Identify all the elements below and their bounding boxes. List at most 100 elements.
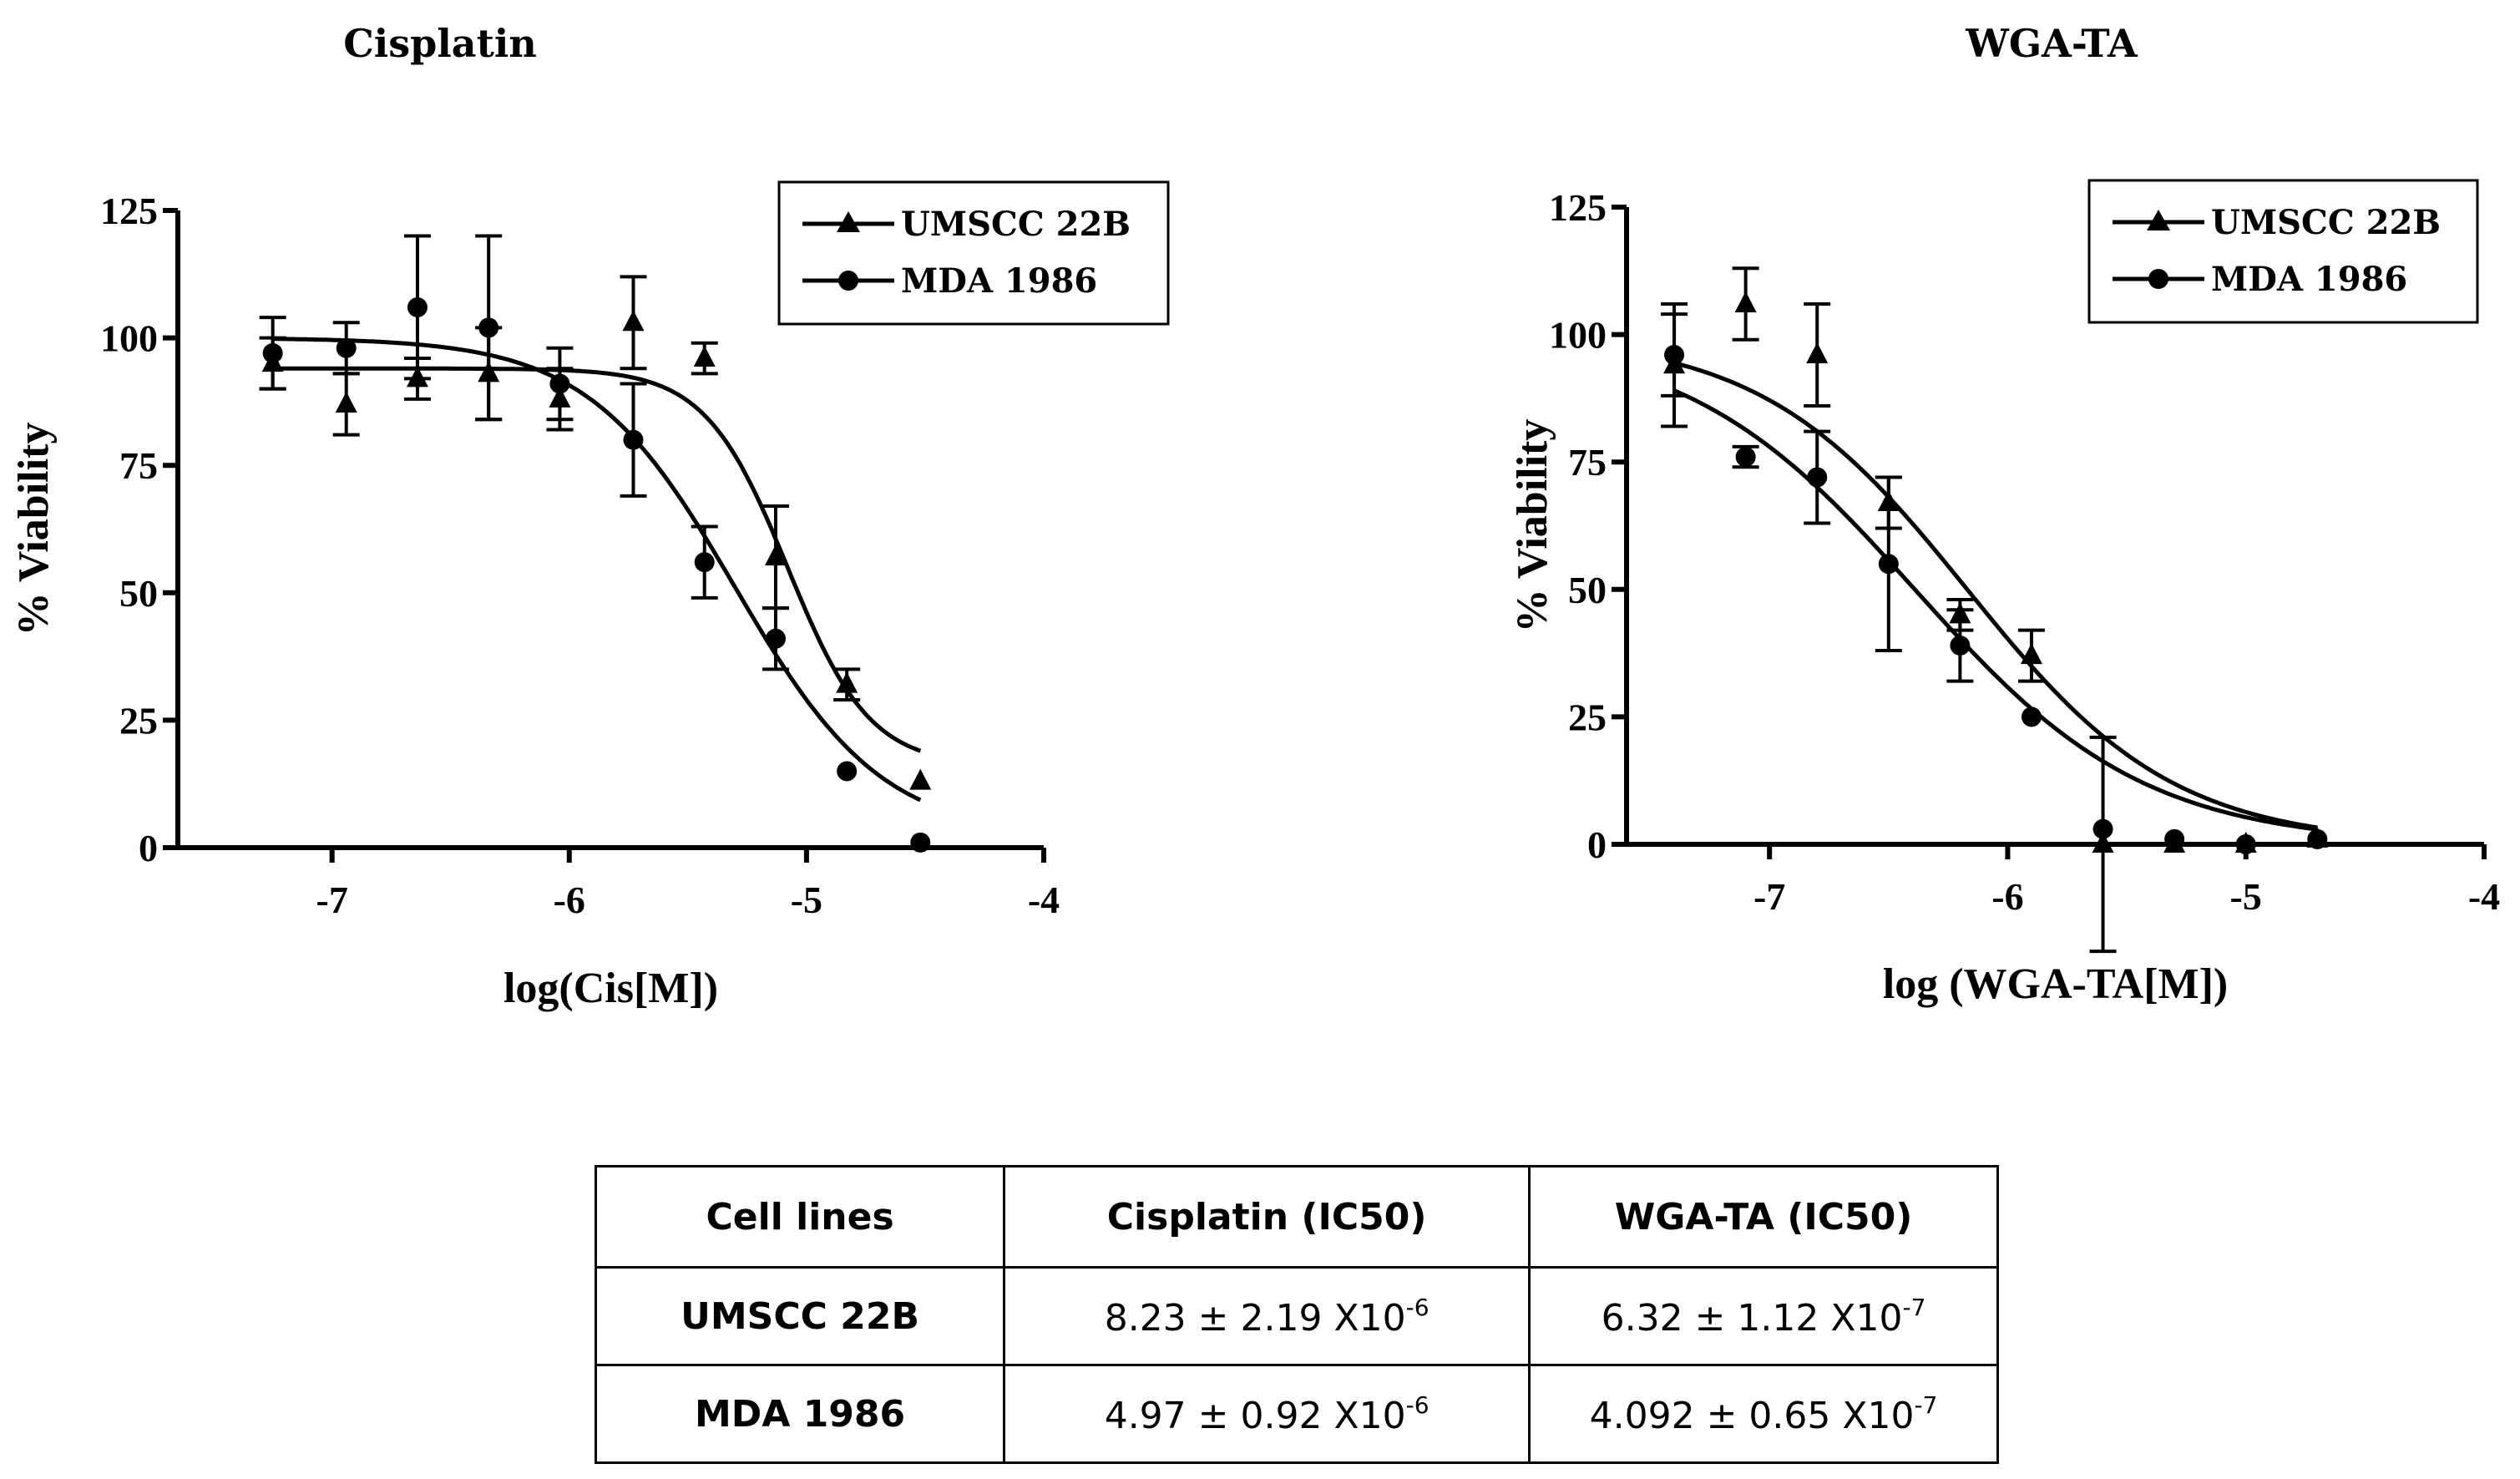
legend-marker-triangle [837, 211, 860, 232]
legend-label: UMSCC 22B [901, 205, 1131, 244]
table-header-row: Cell lines Cisplatin (IC50) WGA-TA (IC50… [594, 1165, 1999, 1269]
x-tick-label: -7 [316, 879, 348, 921]
x-tick-label: -5 [2230, 875, 2262, 918]
series-circle [259, 234, 931, 853]
series-circle [1661, 312, 2328, 854]
y-tick-label: 0 [139, 827, 158, 869]
fit-curve [1673, 361, 2318, 830]
ic50-value: 8.23 ± 2.19 X10 [1104, 1296, 1406, 1340]
ic50-exponent: -7 [1902, 1293, 1926, 1321]
table-header-cell-lines: Cell lines [594, 1165, 1006, 1269]
cisplatin-chart: Cisplatin 0 25 50 75 100 125 -7 -6 -5 -4 log(Cis[M]… [10, 21, 1170, 1012]
x-axis-label: log(Cis[M]) [503, 965, 718, 1012]
data-point-circle [1950, 635, 1971, 656]
legend: UMSCC 22B MDA 1986 [2087, 179, 2479, 324]
data-point-triangle [2020, 643, 2042, 665]
data-point-triangle [693, 346, 716, 367]
y-tick-label: 50 [1568, 569, 1607, 611]
x-axis-label: log (WGA-TA[M]) [1883, 960, 2229, 1008]
data-point-circle [407, 296, 428, 317]
legend: UMSCC 22B MDA 1986 [777, 180, 1170, 326]
table-cell-line-name: MDA 1986 [594, 1364, 1006, 1464]
data-point-circle [910, 832, 931, 853]
data-point-triangle [909, 768, 932, 790]
ic50-exponent: -6 [1405, 1390, 1430, 1419]
data-point-circle [1664, 345, 1685, 366]
data-point-triangle [335, 391, 357, 413]
data-point-triangle [1734, 291, 1757, 312]
y-tick-label: 25 [119, 699, 158, 742]
data-point-triangle [836, 671, 858, 693]
table-row: UMSCC 22B 8.23 ± 2.19 X10-6 6.32 ± 1.12 … [594, 1266, 1999, 1366]
table-cell-cisplatin-ic50: 8.23 ± 2.19 X10-6 [1003, 1266, 1531, 1366]
y-tick-label: 0 [1587, 823, 1607, 866]
series-triangle [1661, 266, 2329, 954]
x-tick-label: -7 [1753, 875, 1785, 918]
series-triangle [259, 275, 932, 790]
legend-label: MDA 1986 [901, 261, 1097, 301]
data-point-circle [336, 337, 357, 358]
ic50-value: 4.97 ± 0.92 X10 [1104, 1394, 1406, 1437]
x-tick-label: -6 [1991, 875, 2023, 918]
x-tick-label: -6 [554, 879, 585, 921]
data-point-circle [2307, 828, 2328, 849]
fit-curve [1673, 388, 2318, 832]
legend-marker-circle [838, 271, 858, 291]
data-point-circle [1807, 467, 1828, 488]
table-cell-cisplatin-ic50: 4.97 ± 0.92 X10-6 [1003, 1364, 1531, 1464]
table-cell-wga-ta-ic50: 6.32 ± 1.12 X10-7 [1528, 1266, 1999, 1366]
data-point-circle [478, 317, 499, 338]
y-tick-label: 25 [1568, 696, 1607, 738]
data-point-circle [2092, 818, 2113, 839]
x-tick-label: -4 [1028, 879, 1060, 921]
y-axis-label: % Viability [1509, 419, 1556, 633]
y-tick-label: 125 [100, 190, 158, 232]
y-axis-label: % Viability [10, 423, 58, 636]
data-point-circle [765, 628, 786, 649]
y-tick-label: 100 [1549, 314, 1607, 357]
y-tick-label: 100 [100, 317, 158, 360]
fit-curve [272, 366, 922, 753]
y-tick-label: 75 [1568, 441, 1607, 484]
data-point-circle [623, 429, 644, 450]
data-point-circle [1878, 554, 1899, 575]
ic50-value: 4.092 ± 0.65 X10 [1589, 1394, 1915, 1437]
data-point-circle [2021, 707, 2042, 727]
data-point-circle [549, 373, 570, 394]
data-point-triangle [2092, 832, 2114, 853]
ic50-table: Cell lines Cisplatin (IC50) WGA-TA (IC50… [594, 1165, 1999, 1464]
fit-curve [272, 337, 922, 803]
legend-box [2087, 179, 2479, 324]
table-header-wga-ta: WGA-TA (IC50) [1528, 1165, 1999, 1269]
legend-marker-triangle [2147, 210, 2170, 230]
data-point-circle [262, 342, 283, 363]
y-tick-label: 125 [1549, 186, 1607, 229]
table-cell-wga-ta-ic50: 4.092 ± 0.65 X10-7 [1528, 1364, 1999, 1464]
table-cell-line-name: UMSCC 22B [594, 1266, 1006, 1366]
legend-box [777, 180, 1170, 326]
dose-response-figure: Cisplatin 0 25 50 75 100 125 -7 -6 -5 -4 log(Cis[M]… [10, 21, 2500, 1012]
data-point-circle [1735, 447, 1756, 468]
y-tick-label: 75 [119, 444, 158, 487]
data-point-triangle [1806, 342, 1829, 364]
data-point-circle [2235, 834, 2256, 854]
data-point-circle [2164, 828, 2185, 849]
data-point-circle [694, 552, 715, 573]
data-point-triangle [622, 310, 645, 332]
wga-ta-chart: WGA-TA 0 25 50 75 100 125 -7 -6 -5 -4 log (WGA-TA[M… [1509, 21, 2500, 1008]
ic50-exponent: -6 [1405, 1293, 1430, 1321]
chart-title: Cisplatin [343, 21, 537, 66]
data-point-circle [837, 761, 858, 782]
legend-label: UMSCC 22B [2211, 203, 2441, 242]
x-tick-label: -4 [2468, 875, 2500, 918]
x-tick-label: -5 [791, 879, 822, 921]
chart-title: WGA-TA [1965, 21, 2138, 66]
y-tick-label: 50 [119, 572, 158, 615]
legend-marker-circle [2148, 269, 2168, 289]
table-header-cisplatin: Cisplatin (IC50) [1003, 1165, 1531, 1269]
table-row: MDA 1986 4.97 ± 0.92 X10-6 4.092 ± 0.65 … [594, 1364, 1999, 1464]
ic50-value: 6.32 ± 1.12 X10 [1601, 1296, 1903, 1340]
data-point-triangle [764, 544, 787, 566]
ic50-exponent: -7 [1914, 1390, 1938, 1419]
legend-label: MDA 1986 [2211, 260, 2407, 299]
